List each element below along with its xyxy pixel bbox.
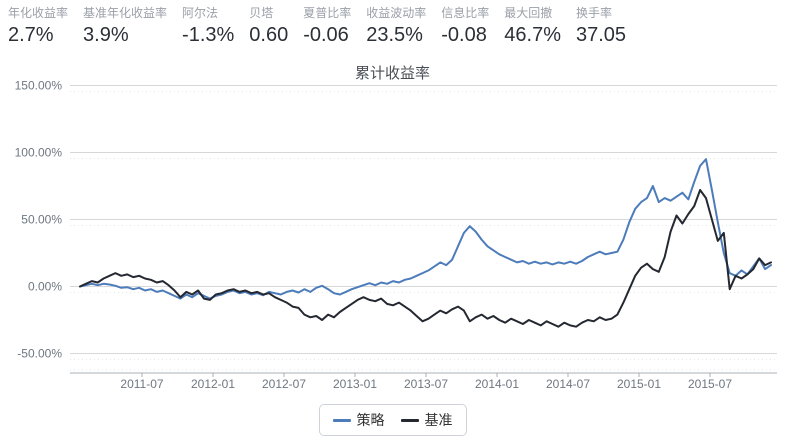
- x-tick-label: 2013-07: [404, 377, 448, 391]
- legend-label-benchmark: 基准: [424, 412, 453, 428]
- benchmark-line-swatch: [400, 418, 419, 422]
- legend-label-strategy: 策略: [356, 412, 385, 428]
- stat-label: 换手率: [575, 6, 612, 20]
- stat-value: -0.06: [303, 24, 349, 46]
- stat-volatility: 收益波动率 23.5%: [366, 6, 426, 46]
- stat-label: 年化收益率: [8, 6, 69, 20]
- stat-label: 贝塔: [249, 6, 274, 20]
- strategy-line-swatch: [332, 418, 351, 422]
- stat-turnover-rate: 换手率 37.05: [576, 6, 626, 46]
- x-tick-label: 2013-01: [333, 377, 377, 391]
- stat-max-drawdown: 最大回撤 46.7%: [504, 6, 561, 46]
- stat-label: 阿尔法: [182, 6, 219, 20]
- y-tick-label: -50.00%: [17, 347, 62, 361]
- stat-value: 46.7%: [504, 24, 561, 46]
- y-tick-label: 50.00%: [21, 213, 62, 227]
- x-tick-label: 2015-07: [688, 377, 732, 391]
- legend-item-strategy[interactable]: 策略: [332, 410, 385, 430]
- y-tick-label: 100.00%: [15, 146, 63, 160]
- stat-value: 2.7%: [8, 24, 54, 46]
- stat-annualized-return: 年化收益率 2.7%: [8, 6, 68, 46]
- stat-beta: 贝塔 0.60: [249, 6, 288, 46]
- strategy-line: [79, 158, 772, 300]
- x-tick-label: 2011-07: [120, 377, 163, 391]
- x-tick-label: 2014-07: [546, 377, 590, 391]
- x-tick-label: 2012-07: [262, 377, 306, 391]
- y-tick-label: 0.00%: [28, 280, 62, 294]
- legend-item-benchmark[interactable]: 基准: [400, 410, 453, 430]
- stat-value: -1.3%: [182, 24, 235, 46]
- stat-label: 基准年化收益率: [83, 6, 168, 20]
- stat-value: -0.08: [441, 24, 487, 46]
- x-tick-label: 2015-01: [617, 377, 661, 391]
- stat-value: 37.05: [575, 24, 627, 46]
- stat-value: 23.5%: [366, 24, 423, 46]
- stat-information-ratio: 信息比率 -0.08: [441, 6, 489, 46]
- performance-stats-row: 年化收益率 2.7% 基准年化收益率 3.9% 阿尔法 -1.3% 贝塔 0.6…: [8, 6, 626, 46]
- stat-label: 信息比率: [441, 6, 490, 20]
- stat-value: 0.60: [249, 24, 289, 46]
- stat-value: 3.9%: [83, 24, 129, 46]
- chart-canvas: 150.00% 100.00% 50.00% 0.00% -50.00% 2011-07 2…: [15, 79, 777, 391]
- stat-label: 夏普比率: [303, 6, 352, 20]
- stat-alpha: 阿尔法 -1.3%: [182, 6, 234, 46]
- x-tick-label: 2012-01: [191, 377, 235, 391]
- chart-title: 累计收益率: [354, 65, 430, 82]
- stat-label: 收益波动率: [366, 6, 427, 20]
- y-tick-label: 150.00%: [15, 79, 63, 93]
- stat-benchmark-annualized-return: 基准年化收益率 3.9%: [83, 6, 167, 46]
- x-tick-label: 2014-01: [475, 377, 519, 391]
- benchmark-line: [79, 189, 772, 328]
- chart-legend: 策略 基准: [318, 404, 467, 436]
- stat-label: 最大回撤: [504, 6, 553, 20]
- stat-sharpe-ratio: 夏普比率 -0.06: [303, 6, 351, 46]
